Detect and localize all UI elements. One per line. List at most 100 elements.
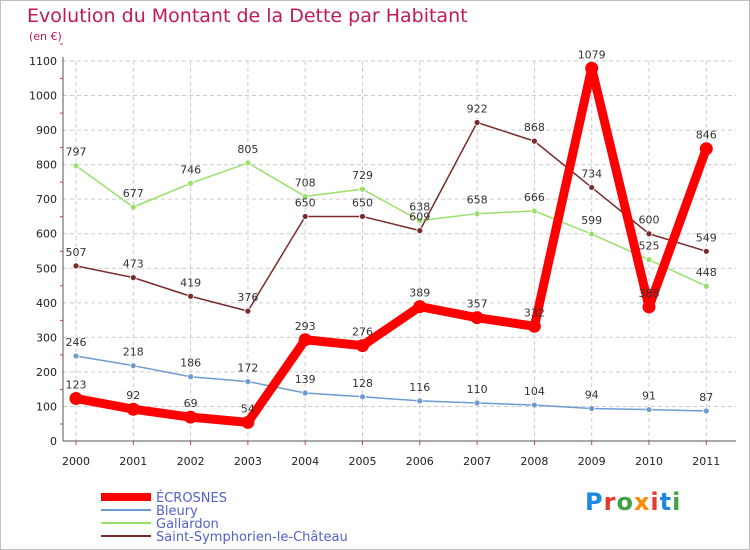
data-label: 922	[467, 102, 488, 115]
data-label: 139	[295, 373, 316, 386]
y-tick-label: 1000	[29, 90, 57, 103]
data-point	[301, 389, 309, 397]
series-line-2	[75, 162, 708, 287]
data-point	[473, 210, 481, 218]
y-tick-label: 900	[36, 124, 57, 137]
data-label: 473	[123, 258, 144, 271]
data-label: 658	[467, 194, 488, 207]
data-point	[416, 397, 424, 405]
data-label: 87	[699, 391, 713, 404]
data-point	[129, 274, 137, 282]
proxiti-logo: Proxiti	[585, 488, 681, 516]
data-label: 218	[123, 346, 144, 359]
data-label: 172	[237, 362, 258, 375]
data-label: 525	[639, 240, 660, 253]
data-label: 69	[184, 397, 198, 410]
x-tick-label: 2007	[463, 455, 491, 468]
data-point	[126, 402, 140, 416]
x-tick-label: 2001	[119, 455, 147, 468]
data-point	[129, 362, 137, 370]
data-point	[588, 230, 596, 238]
data-point	[645, 230, 653, 238]
data-label: 123	[66, 379, 87, 392]
data-point	[244, 378, 252, 385]
data-label: 797	[66, 146, 87, 159]
legend-label: Saint-Symphorien-le-Château	[156, 530, 348, 545]
data-label: 419	[180, 276, 201, 289]
data-point	[531, 137, 538, 145]
data-point	[585, 61, 599, 75]
x-tick-label: 2002	[177, 455, 205, 468]
data-label: 448	[696, 266, 717, 279]
data-label: 276	[352, 326, 373, 339]
data-label: 1079	[578, 48, 606, 61]
y-tick-label: 400	[36, 297, 57, 310]
data-label: 599	[581, 214, 602, 227]
series-line-3	[75, 121, 708, 312]
data-label: 104	[524, 385, 545, 398]
y-tick-label: 100	[36, 400, 57, 413]
series-line-0	[71, 63, 711, 427]
data-point	[413, 300, 427, 314]
data-label: 609	[409, 211, 430, 224]
data-point	[69, 392, 83, 406]
y-tick-label: 300	[36, 331, 57, 344]
x-tick-label: 2006	[406, 455, 434, 468]
legend-label: Bleury	[156, 504, 198, 519]
data-point	[187, 179, 195, 187]
data-point	[645, 256, 653, 264]
data-label: 729	[352, 169, 373, 182]
data-label: 293	[295, 320, 316, 333]
data-point	[187, 373, 195, 381]
data-point	[359, 185, 366, 193]
data-point	[531, 207, 538, 215]
data-point	[531, 401, 538, 409]
data-label: 650	[295, 196, 316, 209]
data-label: 92	[126, 389, 140, 402]
data-point	[702, 247, 710, 255]
data-label: 666	[524, 191, 545, 204]
data-point	[72, 162, 80, 170]
logo-letter: r	[603, 488, 617, 516]
data-label: 846	[696, 129, 717, 142]
data-point	[699, 142, 713, 156]
data-label: 116	[409, 381, 430, 394]
data-point	[416, 217, 424, 225]
data-label: 91	[642, 390, 656, 403]
y-tick-label: 800	[36, 159, 57, 172]
data-label: 549	[696, 231, 717, 244]
data-point	[184, 410, 198, 424]
data-point	[702, 407, 710, 415]
data-label: 110	[467, 383, 488, 396]
data-label: 600	[639, 214, 660, 227]
logo-letter: o	[616, 488, 634, 516]
logo-letter: t	[659, 488, 673, 516]
data-label: 708	[295, 176, 316, 189]
y-tick-label: 200	[36, 366, 57, 379]
data-point	[241, 415, 255, 429]
y-tick-label: 0	[50, 435, 57, 448]
data-point	[642, 300, 656, 314]
series-line-1	[75, 355, 708, 412]
data-point	[359, 393, 366, 401]
logo-letter: i	[650, 488, 660, 516]
data-point	[244, 159, 252, 167]
data-point	[359, 213, 366, 220]
data-label: 186	[180, 357, 201, 370]
y-tick-label: 700	[36, 193, 57, 206]
data-point	[356, 339, 369, 353]
data-label: 128	[352, 377, 373, 390]
logo-letter: x	[633, 488, 651, 516]
data-label: 332	[524, 306, 545, 319]
chart-title: Evolution du Montant de la Dette par Hab…	[27, 5, 468, 27]
data-point	[527, 319, 541, 333]
y-tick-label: 1100	[29, 55, 57, 68]
data-label: 746	[180, 163, 201, 176]
data-point	[298, 333, 312, 347]
data-label: 54	[241, 402, 255, 415]
data-point	[473, 119, 481, 126]
data-point	[244, 307, 252, 315]
y-tick-label: 600	[36, 228, 57, 241]
data-point	[645, 406, 653, 413]
